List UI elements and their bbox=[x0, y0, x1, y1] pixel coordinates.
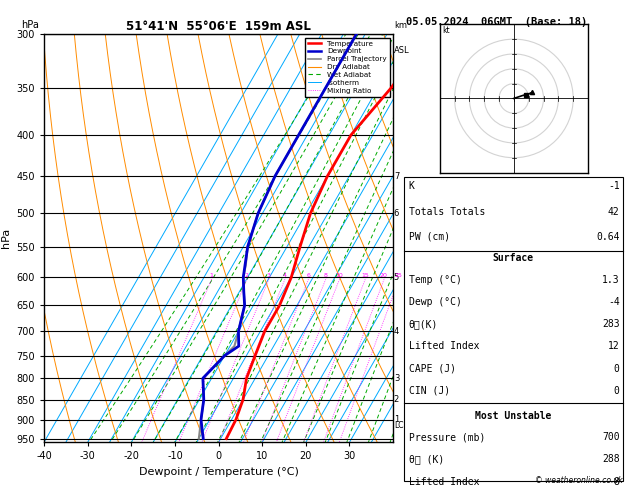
Text: Most Unstable: Most Unstable bbox=[475, 411, 552, 420]
Text: hPa: hPa bbox=[21, 20, 39, 30]
Text: Temp (°C): Temp (°C) bbox=[409, 275, 462, 285]
Text: PW (cm): PW (cm) bbox=[409, 232, 450, 242]
Text: 6: 6 bbox=[306, 273, 310, 278]
Text: 42: 42 bbox=[608, 207, 620, 217]
Text: 6: 6 bbox=[394, 209, 399, 218]
Text: 15: 15 bbox=[361, 273, 369, 278]
Text: Mixing Ratio (g/kg): Mixing Ratio (g/kg) bbox=[416, 195, 426, 281]
Text: 8: 8 bbox=[614, 476, 620, 486]
X-axis label: Dewpoint / Temperature (°C): Dewpoint / Temperature (°C) bbox=[138, 467, 299, 477]
Text: CIN (J): CIN (J) bbox=[409, 386, 450, 396]
Text: θᴇ(K): θᴇ(K) bbox=[409, 319, 438, 329]
Text: Pressure (mb): Pressure (mb) bbox=[409, 432, 485, 442]
Text: © weatheronline.co.uk: © weatheronline.co.uk bbox=[535, 476, 623, 485]
Text: 25: 25 bbox=[395, 273, 403, 278]
Text: 05.05.2024  06GMT  (Base: 18): 05.05.2024 06GMT (Base: 18) bbox=[406, 17, 587, 27]
Legend: Temperature, Dewpoint, Parcel Trajectory, Dry Adiabat, Wet Adiabat, Isotherm, Mi: Temperature, Dewpoint, Parcel Trajectory… bbox=[305, 37, 389, 97]
Text: 5: 5 bbox=[394, 273, 399, 282]
Text: 288: 288 bbox=[602, 454, 620, 464]
Text: -4: -4 bbox=[608, 297, 620, 307]
Text: Lifted Index: Lifted Index bbox=[409, 476, 479, 486]
Text: 0.64: 0.64 bbox=[596, 232, 620, 242]
Text: 1: 1 bbox=[394, 415, 399, 424]
Text: 20: 20 bbox=[380, 273, 387, 278]
Text: Totals Totals: Totals Totals bbox=[409, 207, 485, 217]
Text: 10: 10 bbox=[335, 273, 343, 278]
Text: 283: 283 bbox=[602, 319, 620, 329]
Text: θᴇ (K): θᴇ (K) bbox=[409, 454, 444, 464]
Text: Surface: Surface bbox=[493, 253, 534, 263]
Text: 1.3: 1.3 bbox=[602, 275, 620, 285]
Text: LCL: LCL bbox=[394, 421, 408, 430]
Text: 1: 1 bbox=[209, 273, 213, 278]
Text: 700: 700 bbox=[602, 432, 620, 442]
Text: kt: kt bbox=[443, 26, 450, 35]
Text: 0: 0 bbox=[614, 364, 620, 374]
Text: km: km bbox=[394, 21, 407, 30]
Text: 4: 4 bbox=[282, 273, 287, 278]
Text: 3: 3 bbox=[394, 374, 399, 383]
Text: 7: 7 bbox=[394, 172, 399, 181]
Y-axis label: hPa: hPa bbox=[1, 228, 11, 248]
Text: Lifted Index: Lifted Index bbox=[409, 341, 479, 351]
Text: 0: 0 bbox=[614, 386, 620, 396]
Title: 51°41'N  55°06'E  159m ASL: 51°41'N 55°06'E 159m ASL bbox=[126, 20, 311, 33]
Text: -1: -1 bbox=[608, 181, 620, 191]
Text: Dewp (°C): Dewp (°C) bbox=[409, 297, 462, 307]
Text: ASL: ASL bbox=[394, 46, 409, 55]
Text: 2: 2 bbox=[394, 395, 399, 404]
Text: 8: 8 bbox=[323, 273, 327, 278]
Text: 3: 3 bbox=[267, 273, 270, 278]
Text: 2: 2 bbox=[245, 273, 248, 278]
Text: 12: 12 bbox=[608, 341, 620, 351]
Text: CAPE (J): CAPE (J) bbox=[409, 364, 456, 374]
Text: K: K bbox=[409, 181, 415, 191]
Text: 4: 4 bbox=[394, 327, 399, 336]
